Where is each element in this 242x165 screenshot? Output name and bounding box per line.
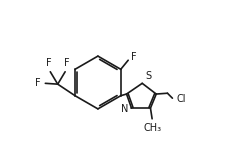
Text: S: S bbox=[145, 71, 151, 81]
Text: N: N bbox=[121, 104, 129, 114]
Text: F: F bbox=[64, 58, 70, 68]
Text: F: F bbox=[35, 78, 41, 88]
Text: F: F bbox=[46, 58, 52, 68]
Text: Cl: Cl bbox=[176, 95, 186, 104]
Text: CH₃: CH₃ bbox=[143, 123, 161, 133]
Text: F: F bbox=[131, 52, 137, 62]
